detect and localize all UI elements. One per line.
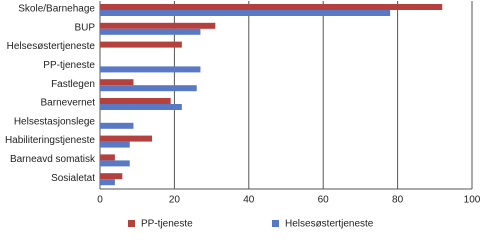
bar — [100, 104, 182, 110]
bar — [100, 141, 130, 148]
bar — [100, 85, 197, 92]
legend-swatch — [128, 220, 135, 227]
x-tick-label: 60 — [318, 195, 330, 206]
x-tick-label: 100 — [464, 195, 481, 206]
bar — [100, 28, 201, 35]
y-tick-label: Barnevernet — [41, 98, 96, 109]
bar — [100, 122, 134, 129]
y-tick-label: Habiliteringstjeneste — [5, 135, 95, 146]
y-tick-label: PP-tjeneste — [43, 60, 95, 71]
bar — [100, 66, 201, 73]
bar — [100, 179, 115, 186]
x-tick-label: 20 — [169, 195, 181, 206]
x-tick-label: 0 — [97, 195, 103, 206]
y-tick-label: Barneavd somatisk — [10, 154, 96, 165]
bar — [100, 98, 171, 104]
bar — [100, 135, 153, 142]
x-tick-label: 80 — [392, 195, 404, 206]
y-tick-label: Fastlegen — [51, 79, 95, 90]
bar — [100, 10, 391, 16]
legend-label: Helsesøstertjeneste — [285, 219, 374, 230]
bar — [100, 79, 134, 86]
bar — [100, 173, 123, 180]
y-tick-label: Skole/Barnehage — [18, 4, 95, 15]
y-tick-label: Helsesøstertjeneste — [7, 41, 96, 52]
bar — [100, 4, 443, 10]
y-tick-label: BUP — [74, 22, 95, 33]
x-tick-label: 40 — [243, 195, 255, 206]
bar — [100, 41, 182, 48]
legend-swatch — [272, 220, 279, 227]
bar — [100, 22, 216, 29]
chart: 0 20 40 60 80 100 Skole/Barnehage BUP Helsesøste… — [5, 1, 481, 230]
bar — [100, 154, 115, 161]
bar — [100, 160, 130, 167]
y-tick-label: Sosialetat — [51, 173, 95, 184]
y-tick-label: Helsestasjonslege — [14, 116, 96, 127]
legend-label: PP-tjeneste — [141, 219, 193, 230]
